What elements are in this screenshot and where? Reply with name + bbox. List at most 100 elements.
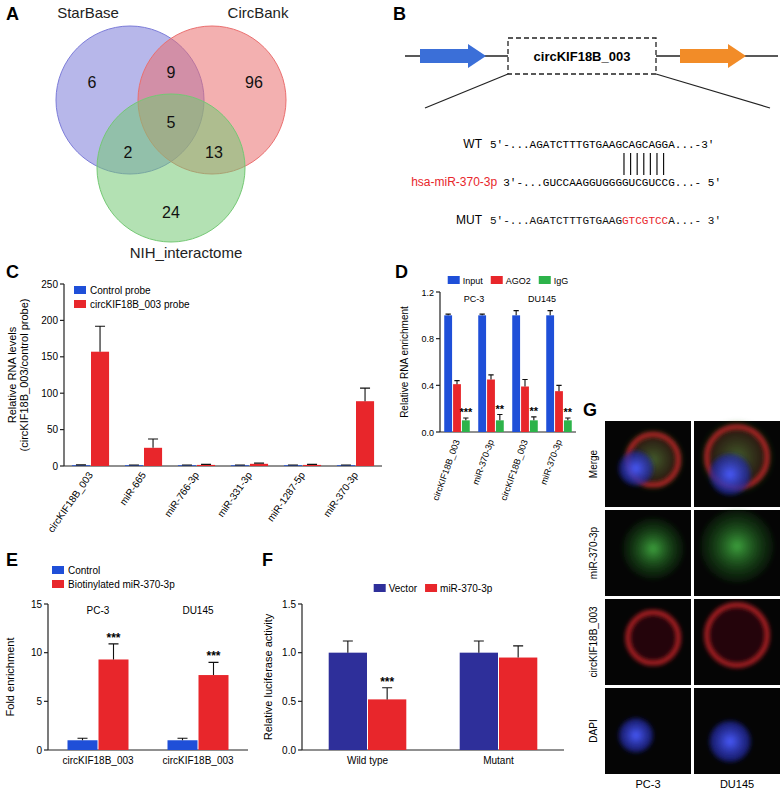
bar [496,420,504,432]
error-bar [76,464,86,465]
error-bar [360,388,370,401]
error-bar [341,464,351,465]
error-bar [254,463,264,465]
bar [303,465,321,466]
venn-count: 96 [245,74,263,91]
micrograph [694,688,780,774]
x-tick-label: miR-766-3p [162,469,201,518]
base-pair [623,153,624,175]
micrograph [605,599,691,685]
legend-swatch [74,300,86,308]
y-axis [439,292,440,432]
bar [462,420,470,432]
legend-label: Control [68,565,100,576]
group-label: DU145 [182,605,214,616]
legend-label: IgG [554,276,569,286]
cytoplasm [700,509,774,583]
nucleus [709,721,750,762]
bar [478,315,486,432]
y-axis [63,284,64,466]
bar [99,659,129,750]
micrograph [694,509,780,596]
significance: ** [496,403,505,415]
legend-swatch [491,276,503,284]
legend: ControlBiotinylated miR-370-3p [52,565,175,590]
error-bar [531,417,536,421]
y-tick-label: 0.0 [421,428,434,438]
y-tick-label: 10 [31,647,43,658]
micrograph [605,421,691,507]
base-pair [630,153,631,175]
x-tick-label: miR-370-3p [470,438,495,486]
bar [521,387,529,433]
y-tick-label: 250 [41,279,58,290]
bar [284,465,302,466]
sequence: 3′-...GUCCAAGGUGGGGUCGUCCG...- 5′ [503,177,721,189]
error-bar [514,311,519,316]
legend-label: Control probe [90,285,151,296]
error-bar [209,662,219,675]
column-label: PC-3 [635,778,660,790]
bar [530,420,538,432]
error-bar [522,380,527,387]
error-bar [556,385,561,391]
row-label: miR-370-3p [588,526,599,579]
marks [72,326,374,466]
zoom-line [425,74,508,108]
bar [168,740,198,750]
row-label: WT [463,137,482,151]
legend-swatch [374,584,386,592]
bar [564,420,572,432]
mirna-label: hsa-miR-370-3p [411,175,497,189]
sequence: 5′-...AGATCTTTGTGAAG [490,215,622,227]
row-label: Merge [588,449,599,478]
error-bar [463,418,468,420]
y-tick-label: 200 [41,315,58,326]
circ-signal [707,605,768,666]
error-bar [307,464,317,466]
cytoplasm [622,518,684,580]
image-bg [605,510,691,596]
x-tick-label: miR-370-3p [538,438,563,486]
venn-count: 13 [205,144,223,161]
marks [68,644,229,750]
error-bar [178,738,188,740]
error-bar [488,375,493,380]
bar [144,448,162,466]
error-bar [446,314,451,315]
bar [125,465,143,466]
x-tick-label: miR-1287-5p [265,469,307,523]
legend-label: Vector [389,583,418,594]
significance: *** [106,631,120,645]
marks [444,311,572,432]
y-tick-label: 15 [31,599,43,610]
panel-letter: C [6,262,19,282]
y-tick-label: 50 [47,424,59,435]
venn-circle [97,94,245,242]
micrograph [605,510,691,596]
bar-chart: F0.00.51.01.5***Wild typeMutantRelative … [262,550,564,766]
exon-arrow [680,44,746,68]
error-bar [480,314,485,315]
labels: ******circKIF18B_003circKIF18B_003PC-3DU… [4,605,234,766]
sequence: A...- 3′ [668,215,721,227]
y-tick-label: 5 [36,696,42,707]
y-tick-label: 0 [36,745,42,756]
bar [329,653,367,750]
nucleus [619,451,653,485]
x-tick-label: miR-331-3p [215,469,254,518]
significance: ** [564,406,573,418]
row-label: circKIF18B_003 [588,606,599,678]
legend-swatch [52,580,64,588]
labels: *********circKIF18B_003miR-370-3pcircKIF… [399,294,573,502]
bar [68,740,98,750]
error-bar [474,641,484,653]
image-bg [605,599,691,685]
sequence: GTCGTCC [622,215,669,227]
venn-count: 2 [124,144,133,161]
error-bar [565,418,570,420]
image-bg [694,688,780,774]
binding-diagram: BcircKIF18B_003WT5′-...AGATCTTTGTGAAGCAG… [393,4,778,227]
x-axis [64,465,382,466]
image-bg [694,510,780,596]
